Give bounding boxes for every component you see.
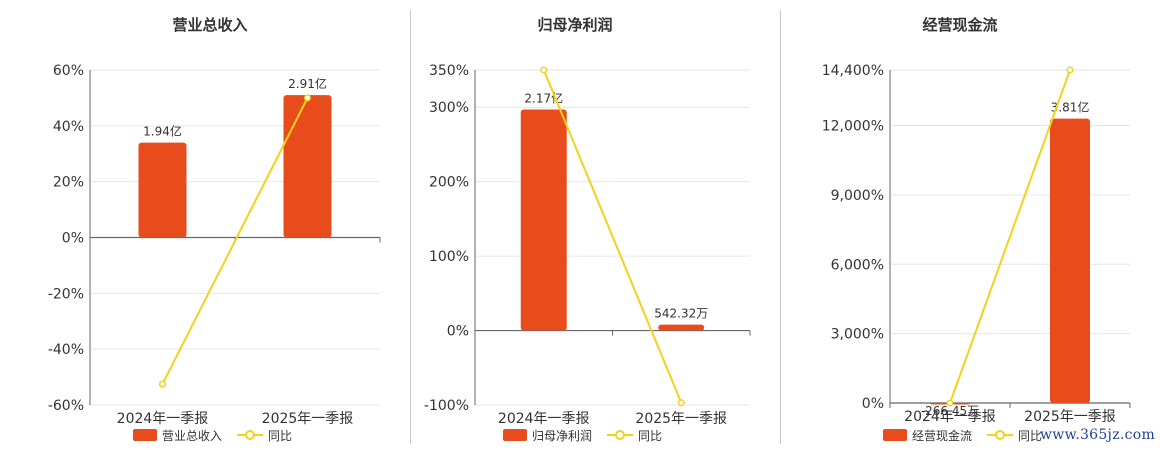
x-tick-label: 2025年一季报: [635, 411, 727, 427]
bar: [283, 95, 332, 238]
y-tick-label: -100%: [424, 398, 469, 414]
bar-value-label: -266.45万: [921, 404, 979, 418]
legend-line-label: 同比: [638, 429, 662, 443]
legend-bar-swatch: [883, 429, 907, 441]
bar: [520, 109, 567, 331]
yoy-point: [1066, 66, 1074, 74]
bar-value-label: 3.81亿: [1051, 100, 1090, 115]
y-tick-label: 6,000%: [831, 257, 884, 273]
chart-title: 营业总收入: [172, 16, 247, 34]
legend-line-marker: [615, 430, 625, 440]
y-tick-label: 14,400%: [822, 63, 884, 79]
bar: [658, 324, 705, 331]
y-tick-label: 40%: [53, 119, 84, 135]
y-tick-label: 300%: [429, 100, 469, 116]
y-tick-label: 12,000%: [822, 119, 884, 135]
legend-bar-swatch: [133, 429, 157, 441]
y-tick-label: 9,000%: [831, 188, 884, 204]
bar-value-label: 1.94亿: [143, 124, 182, 139]
x-tick-label: 2024年一季报: [904, 409, 996, 425]
legend-bar-swatch: [503, 429, 527, 441]
y-tick-label: 0%: [862, 396, 884, 412]
y-tick-label: 0%: [62, 231, 84, 247]
y-tick-label: 200%: [429, 175, 469, 191]
y-tick-label: 0%: [447, 324, 469, 340]
legend-bar-label: 经营现金流: [912, 428, 972, 443]
yoy-line: [949, 69, 1071, 404]
y-tick-label: -40%: [48, 342, 84, 358]
chart-title: 经营现金流: [922, 16, 997, 34]
legend-line-marker: [245, 430, 255, 440]
watermark-text: www.365jz.com: [1040, 427, 1156, 443]
y-tick-label: 100%: [429, 249, 469, 265]
bar-value-label: 542.32万: [654, 307, 708, 321]
y-tick-label: 60%: [53, 63, 84, 79]
bar: [138, 142, 187, 238]
legend-line-marker: [995, 430, 1005, 440]
y-tick-label: -60%: [48, 398, 84, 414]
yoy-point: [303, 94, 312, 102]
yoy-line: [542, 69, 683, 404]
legend-line-label: 同比: [1018, 429, 1042, 443]
legend-line-label: 同比: [268, 429, 292, 443]
y-tick-label: 350%: [429, 63, 469, 79]
x-tick-label: 2024年一季报: [498, 411, 590, 427]
chart-divider: [780, 10, 781, 444]
yoy-line: [161, 97, 309, 385]
legend-bar-label: 归母净利润: [532, 429, 592, 443]
y-tick-label: -20%: [48, 286, 84, 302]
legend-bar-label: 营业总收入: [162, 429, 222, 443]
yoy-point: [946, 399, 954, 407]
x-tick-label: 2025年一季报: [262, 411, 354, 427]
y-tick-label: 20%: [53, 175, 84, 191]
yoy-point: [677, 399, 685, 407]
x-tick-label: 2025年一季报: [1024, 409, 1116, 425]
x-tick-label: 2024年一季报: [117, 411, 209, 427]
chart-divider: [410, 10, 411, 444]
yoy-point: [158, 380, 167, 388]
bar: [1050, 118, 1090, 403]
y-tick-label: 3,000%: [831, 327, 884, 343]
yoy-point: [540, 66, 548, 74]
chart-title: 归母净利润: [537, 16, 612, 34]
bar-value-label: 2.91亿: [288, 76, 327, 91]
